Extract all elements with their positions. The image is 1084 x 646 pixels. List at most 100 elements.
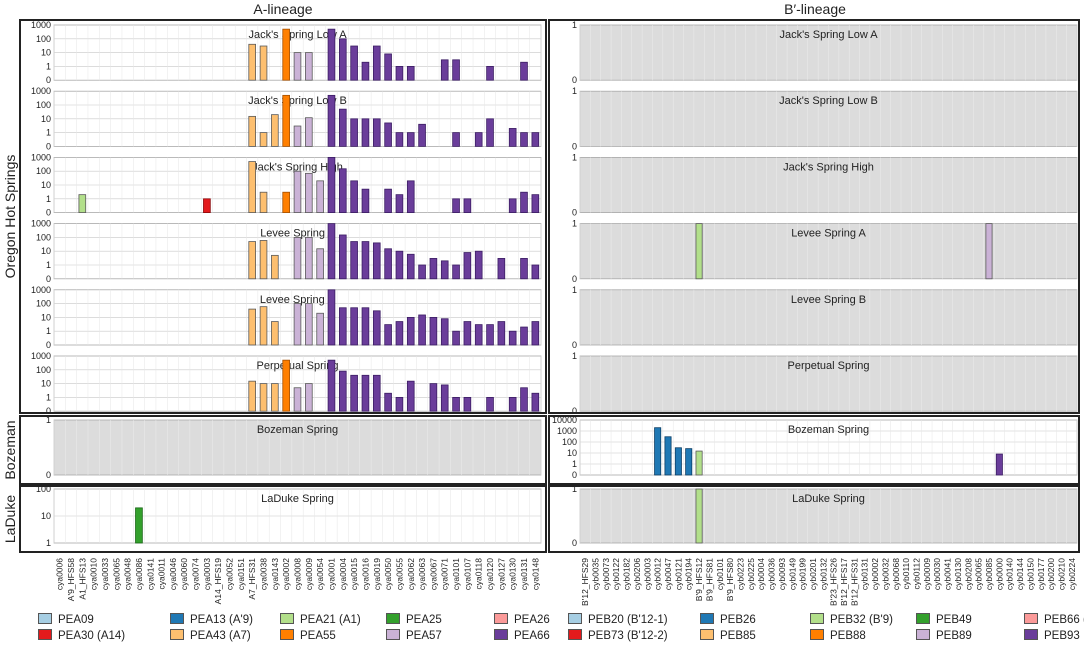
- x-tick-label: cya0055: [394, 558, 404, 590]
- x-tick-label: cya0118: [474, 558, 484, 590]
- y-tick-label: 100: [36, 100, 51, 110]
- lineage-title-A: A-lineage: [253, 1, 312, 17]
- x-tick-label: cyb0112: [912, 558, 922, 590]
- legend-label: PEA30 (A14): [58, 630, 126, 642]
- bar-A-3-21: [520, 258, 528, 280]
- y-tick-label: 1000: [31, 285, 51, 295]
- lineage-title-B: B′-lineage: [784, 1, 846, 17]
- x-tick-label: cyb0177: [1036, 558, 1046, 590]
- legend-swatch: [386, 613, 400, 624]
- legend-label: PEB32 (B'9): [830, 614, 893, 626]
- legend-swatch: [1024, 613, 1038, 624]
- legend-item: PEA57: [386, 629, 442, 643]
- y-tick-label: 10: [41, 312, 51, 322]
- group-label: Oregon Hot Springs: [2, 155, 18, 279]
- bar-A-2-4: [282, 191, 290, 214]
- bar-A-4-18: [463, 321, 472, 346]
- x-tick-label: B'9_HFS81: [704, 558, 714, 601]
- x-tick-label: A1_HFS13: [77, 558, 87, 600]
- legend-item: PEB85: [700, 629, 756, 643]
- bar-A-2-14: [406, 180, 415, 213]
- legend-swatch: [810, 613, 824, 624]
- bar-A-5-21: [531, 392, 540, 412]
- group-frame: [548, 415, 1080, 485]
- bar-A-2-12: [384, 188, 392, 214]
- bar-A-0-0: [248, 43, 256, 81]
- legend-swatch: [810, 629, 824, 640]
- group-frame: [19, 19, 547, 414]
- group-frame: [19, 415, 547, 485]
- bar-A-5-18: [486, 396, 494, 412]
- bar-A-5-4: [293, 387, 302, 412]
- bar-A-4-15: [429, 316, 438, 346]
- legend-item: PEA43 (A7): [170, 629, 251, 643]
- bar-A-3-20: [497, 258, 506, 280]
- bar-A-4-11: [384, 324, 392, 346]
- panel-name: Jack's Spring Low A: [779, 29, 878, 41]
- panel-B-3: 1 0 Levee Spring A: [572, 219, 1078, 284]
- y-tick-label: 0: [46, 75, 51, 85]
- y-tick-label: 10000: [552, 415, 577, 425]
- x-tick-label: cyb0224: [1067, 558, 1077, 590]
- x-tick-label: B'9_HFS12: [694, 558, 704, 601]
- bar-A-2-9: [339, 168, 347, 214]
- bar-A-0-7: [350, 45, 358, 81]
- legend-swatch: [170, 629, 184, 640]
- bar-A-5-0: [248, 380, 256, 412]
- y-tick-label: 100: [36, 299, 51, 309]
- panel-B-4: 1 0 Levee Spring B: [572, 285, 1078, 350]
- legend-label: PEB73 (B'12-2): [588, 630, 668, 642]
- panel-name: Jack's Spring High: [252, 161, 343, 173]
- y-tick-label: 0: [572, 538, 577, 548]
- bar-A-4-17: [452, 330, 460, 346]
- x-tick-label: cya0071: [440, 558, 450, 590]
- bar-A-1-19: [520, 132, 528, 147]
- bar-A-3-8: [350, 241, 358, 280]
- x-tick-label: cya0062: [406, 558, 416, 590]
- legend-a-lineage: PEA09 PEA13 (A'9) PEA21 (A1) PEA25 PEA26 PEA3…: [38, 613, 558, 643]
- bar-B-7-0: [695, 488, 703, 544]
- legend-swatch: [916, 629, 930, 640]
- panel-name: Levee Spring B: [791, 294, 866, 306]
- bar-A-3-2: [271, 254, 279, 280]
- y-tick-label: 1: [572, 285, 577, 295]
- legend-label: PEA25: [406, 614, 442, 626]
- bar-A-4-19: [474, 324, 483, 346]
- panel-B-2: 1 0 Jack's Spring High: [572, 152, 1078, 218]
- legend-label: PEB93: [1044, 630, 1080, 642]
- legend-item: PEA09: [38, 613, 94, 627]
- bar-B-6-1: [664, 436, 672, 476]
- bar-A-4-20: [486, 324, 494, 346]
- x-tick-label: cyb0030: [932, 558, 942, 590]
- bar-B-3-1: [985, 223, 993, 280]
- panel-B-7: 1 0 LaDuke Spring: [572, 484, 1078, 548]
- x-tick-label: cya0006: [55, 558, 65, 590]
- x-tick-label: cyb0194: [684, 558, 694, 590]
- bar-A-4-8: [350, 307, 358, 346]
- x-tick-label: cyb0149: [787, 558, 797, 590]
- legend-label: PEA55: [300, 630, 336, 642]
- y-tick-label: 1: [572, 351, 577, 361]
- y-tick-label: 1: [46, 194, 51, 204]
- x-tick-label: cyb0140: [1005, 558, 1015, 590]
- x-tick-label: cyb0110: [901, 558, 911, 590]
- legend-label: PEA09: [58, 614, 94, 626]
- bar-A-3-13: [406, 253, 415, 280]
- bar-A-2-2: [248, 161, 256, 214]
- x-tick-label: cya0050: [383, 558, 393, 590]
- x-tick-label: cyb0130: [953, 558, 963, 590]
- y-tick-label: 0: [46, 141, 51, 151]
- bar-A-4-1: [259, 306, 268, 346]
- x-tick-label: cyb0206: [632, 558, 642, 590]
- panel-name: Jack's Spring Low B: [779, 95, 878, 107]
- y-tick-label: 1000: [31, 86, 51, 96]
- legend-swatch: [568, 613, 582, 624]
- bar-A-5-9: [361, 374, 370, 412]
- panel-B-5: 1 0 Perpetual Spring: [572, 351, 1078, 416]
- x-tick-label: cyb0131: [860, 558, 870, 590]
